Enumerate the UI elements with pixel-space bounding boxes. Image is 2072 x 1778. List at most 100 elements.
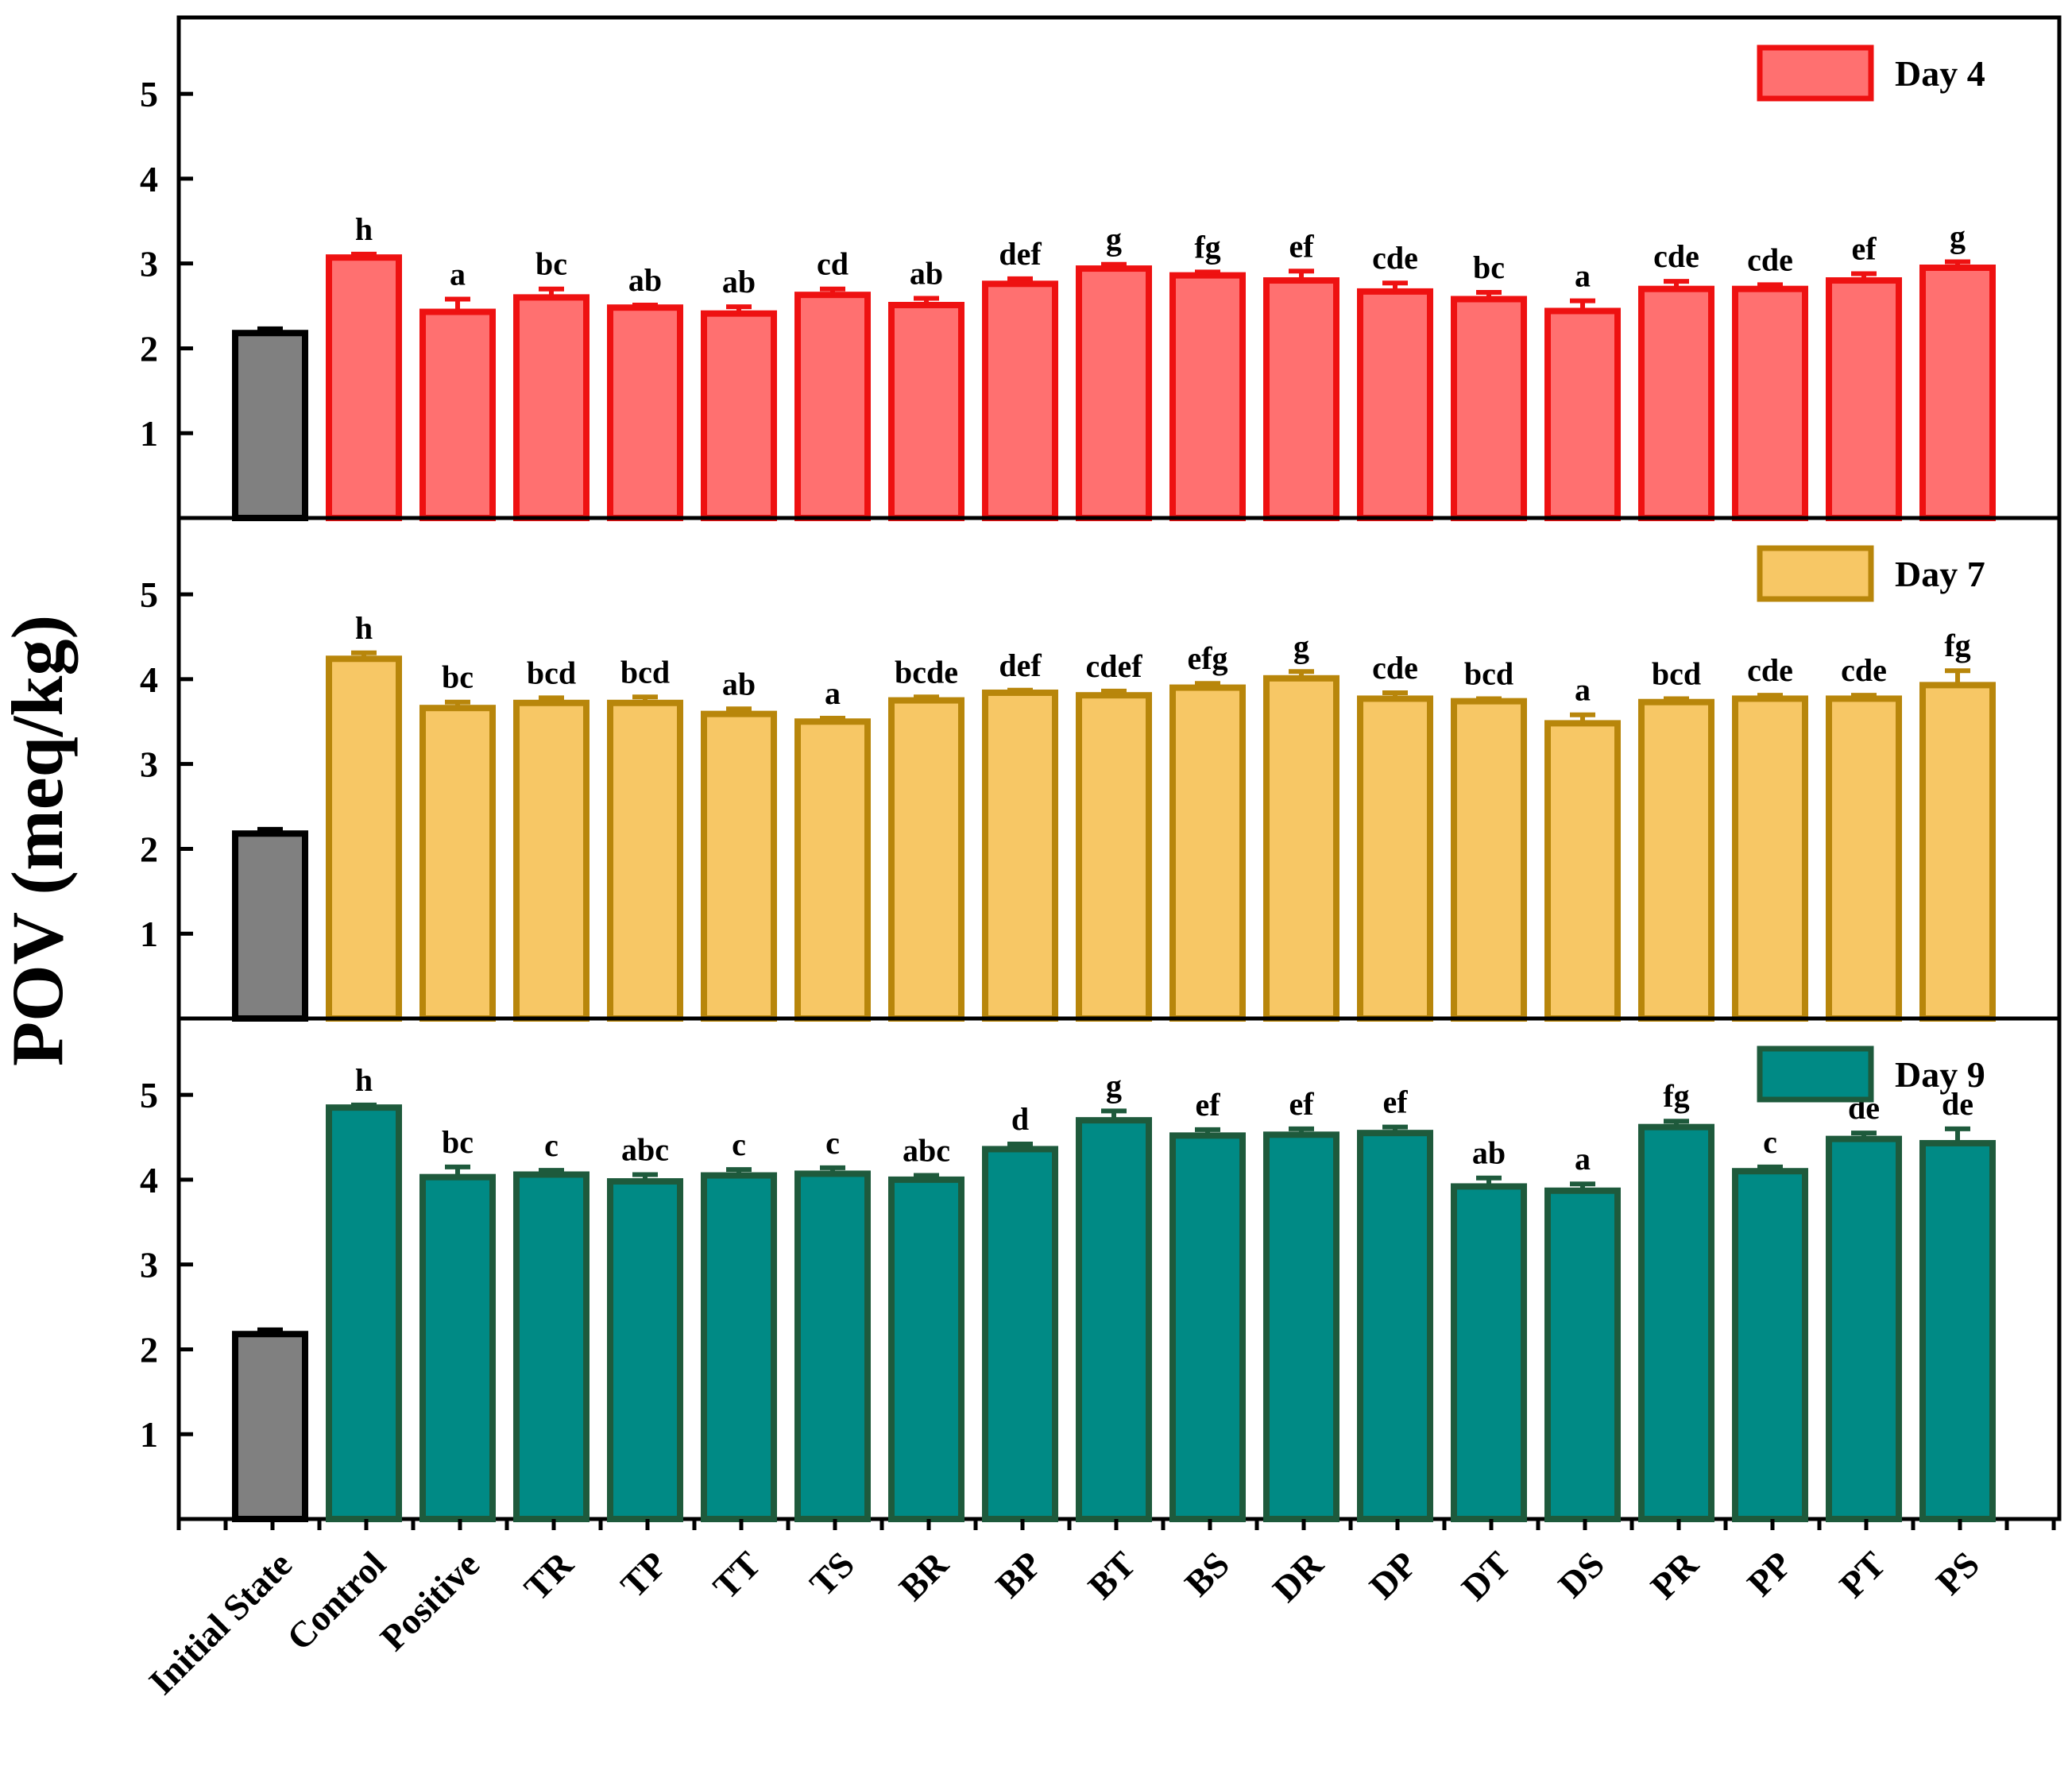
panel-2-bar bbox=[1263, 674, 1339, 1022]
panel-1-bar bbox=[701, 310, 777, 521]
panel-2-bar bbox=[1638, 698, 1714, 1022]
panel-1-ytick-label: 2 bbox=[140, 328, 158, 369]
y-axis-label: POV (meq/kg) bbox=[0, 615, 78, 1066]
panel-1-significance-label: g bbox=[1950, 219, 1966, 255]
panel-1-bar bbox=[1544, 307, 1621, 521]
panel-3-significance-label: d bbox=[1011, 1101, 1029, 1137]
panel-1-significance-label: fg bbox=[1194, 229, 1220, 265]
panel-3-significance-label: c bbox=[544, 1127, 559, 1163]
panel-2-bar bbox=[888, 697, 964, 1022]
panel-2-significance-label: bcde bbox=[895, 654, 958, 690]
x-category-label: DS bbox=[1550, 1544, 1612, 1606]
panel-1-bar bbox=[1638, 285, 1714, 521]
panel-3-legend-swatch bbox=[1757, 1046, 1874, 1103]
panel-3-bar bbox=[701, 1172, 777, 1522]
x-category-label: TS bbox=[802, 1544, 862, 1604]
panel-1-significance-label: ab bbox=[628, 262, 662, 298]
panel-2-significance-label: fg bbox=[1944, 628, 1970, 663]
panel-1-significance-label: ef bbox=[1289, 228, 1314, 264]
panel-1-ytick-label: 3 bbox=[140, 244, 158, 284]
panel-2-bar bbox=[1826, 695, 1902, 1022]
x-category-label: BR bbox=[891, 1543, 957, 1608]
panel-3-bar bbox=[888, 1176, 964, 1522]
panel-2-bar bbox=[1451, 698, 1527, 1022]
panel-2-significance-label: bcd bbox=[527, 655, 576, 690]
panel-2-legend-swatch bbox=[1757, 545, 1874, 602]
panel-1-legend-label: Day 4 bbox=[1895, 53, 1985, 94]
panel-2-bar bbox=[513, 699, 590, 1022]
panel-1-bar bbox=[607, 304, 683, 521]
panel-1-bar bbox=[513, 294, 590, 521]
panel-1-significance-label: cde bbox=[1372, 240, 1418, 276]
panel-1-significance-label: bc bbox=[535, 246, 567, 282]
panel-3-bar bbox=[1076, 1117, 1152, 1523]
x-category-label: Initial State bbox=[141, 1544, 300, 1703]
panel-1-significance-label: a bbox=[1575, 258, 1591, 294]
panel-1-significance-label: cde bbox=[1653, 238, 1699, 274]
panel-3-bar bbox=[794, 1170, 871, 1522]
panel-2-significance-label: bc bbox=[442, 659, 474, 695]
panel-1-bar bbox=[1919, 265, 1996, 521]
panel-1-significance-label: cde bbox=[1747, 242, 1793, 277]
panel-3-significance-label: bc bbox=[442, 1124, 474, 1160]
panel-1-bar bbox=[1826, 277, 1902, 521]
panel-1-ytick-label: 1 bbox=[140, 413, 158, 454]
panel-3-bar bbox=[1826, 1135, 1902, 1522]
panel-3-bar bbox=[232, 1331, 308, 1522]
panel-3-bar bbox=[419, 1173, 496, 1522]
panel-2-bar bbox=[1169, 684, 1246, 1022]
x-category-label: PS bbox=[1928, 1544, 1987, 1602]
panel-3-significance-label: a bbox=[1575, 1141, 1591, 1177]
panel-2-significance-label: cde bbox=[1841, 652, 1887, 688]
panel-3-significance-label: g bbox=[1106, 1068, 1122, 1104]
panel-1-significance-label: ef bbox=[1851, 230, 1877, 266]
panel-1-bar bbox=[1732, 285, 1808, 521]
panel-1-bar bbox=[419, 308, 496, 521]
panel-2-ytick-label: 3 bbox=[140, 744, 158, 785]
panel-3-ytick-label: 4 bbox=[140, 1160, 158, 1200]
panel-1-significance-label: ab bbox=[910, 255, 943, 291]
panel-1-bar bbox=[1451, 296, 1527, 521]
panel-3-bar bbox=[1357, 1130, 1433, 1523]
panel-3-bar bbox=[1638, 1123, 1714, 1522]
panel-2-bar bbox=[794, 718, 871, 1022]
panel-3-bar bbox=[326, 1104, 402, 1522]
x-category-label: Control bbox=[279, 1544, 393, 1658]
panel-3-bar bbox=[1451, 1183, 1527, 1522]
panel-1-significance-label: cd bbox=[817, 246, 849, 282]
x-category-label: DR bbox=[1265, 1543, 1332, 1610]
panel-2-significance-label: bcd bbox=[1652, 655, 1701, 691]
panel-3-significance-label: abc bbox=[903, 1133, 950, 1169]
panel-2-bar bbox=[419, 705, 496, 1022]
panel-1-ytick-label: 5 bbox=[140, 74, 158, 114]
x-category-label: DP bbox=[1362, 1544, 1424, 1606]
panel-2-ytick-label: 4 bbox=[140, 659, 158, 700]
panel-3-ytick-label: 5 bbox=[140, 1075, 158, 1115]
panel-3-legend-label: Day 9 bbox=[1895, 1054, 1985, 1095]
panel-1-significance-label: bc bbox=[1473, 249, 1505, 285]
panel-2-significance-label: g bbox=[1293, 628, 1309, 664]
panel-1-significance-label: g bbox=[1106, 222, 1122, 257]
panel-3-bar bbox=[982, 1146, 1058, 1522]
panel-2-significance-label: efg bbox=[1187, 640, 1227, 676]
panel-3-significance-label: fg bbox=[1663, 1078, 1689, 1114]
x-category-label: DT bbox=[1454, 1544, 1518, 1608]
panel-1-bar bbox=[326, 254, 402, 521]
panel-2-bar bbox=[1357, 695, 1433, 1022]
panel-2-significance-label: bcd bbox=[1464, 655, 1513, 691]
panel-3-bar bbox=[1263, 1131, 1339, 1522]
panel-2-significance-label: ab bbox=[722, 666, 756, 702]
x-category-label: TP bbox=[613, 1544, 675, 1606]
panel-2-bar bbox=[1732, 695, 1808, 1022]
x-category-label: BS bbox=[1177, 1544, 1237, 1604]
panel-3-significance-label: de bbox=[1942, 1086, 1973, 1122]
x-category-label: PP bbox=[1739, 1544, 1799, 1604]
x-category-label: BT bbox=[1080, 1544, 1143, 1606]
panel-2-legend-label: Day 7 bbox=[1895, 554, 1985, 594]
panel-2-significance-label: a bbox=[825, 675, 841, 711]
panel-3-significance-label: abc bbox=[621, 1131, 669, 1167]
panel-3-significance-label: ef bbox=[1289, 1086, 1314, 1122]
panel-1-significance-label: def bbox=[999, 236, 1042, 272]
panel-3-ytick-label: 1 bbox=[140, 1414, 158, 1455]
